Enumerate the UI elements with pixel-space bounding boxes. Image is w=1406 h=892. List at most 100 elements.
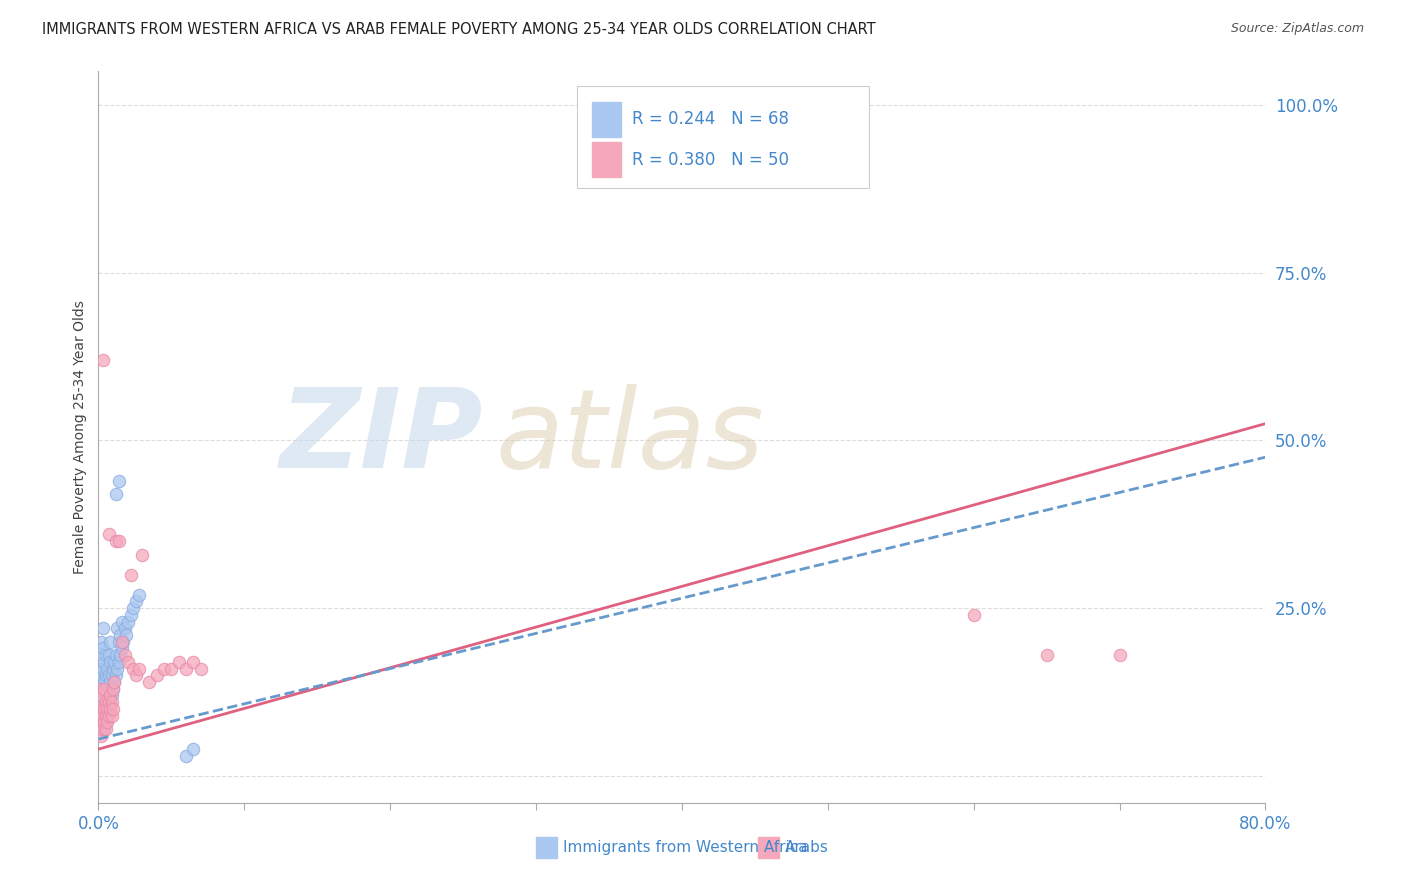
FancyBboxPatch shape: [592, 102, 621, 137]
Point: [115, 628, 138, 642]
Point: [90, 729, 112, 743]
Text: Source: ZipAtlas.com: Source: ZipAtlas.com: [1230, 22, 1364, 36]
Point: [96, 681, 118, 696]
Point: [98, 689, 121, 703]
Point: [103, 675, 125, 690]
Point: [160, 662, 183, 676]
Point: [114, 648, 136, 662]
Point: [962, 607, 984, 622]
Point: [120, 607, 142, 622]
Point: [110, 648, 132, 662]
Point: [167, 655, 190, 669]
Point: [122, 601, 145, 615]
Point: [89, 689, 111, 703]
Point: [96, 695, 118, 709]
Point: [98, 675, 121, 690]
Text: R = 0.244   N = 68: R = 0.244 N = 68: [631, 110, 789, 128]
Point: [111, 641, 134, 656]
Text: Immigrants from Western Africa: Immigrants from Western Africa: [562, 840, 807, 855]
Point: [104, 668, 127, 682]
Text: Arabs: Arabs: [785, 840, 828, 855]
Point: [117, 615, 139, 629]
Point: [93, 702, 115, 716]
FancyBboxPatch shape: [758, 838, 779, 858]
Point: [91, 715, 114, 730]
Point: [96, 708, 118, 723]
Point: [91, 352, 114, 367]
Point: [108, 474, 131, 488]
Point: [94, 668, 117, 682]
Point: [108, 655, 131, 669]
Point: [190, 662, 212, 676]
Point: [90, 722, 112, 736]
Point: [91, 662, 114, 676]
Point: [98, 655, 121, 669]
Point: [103, 655, 125, 669]
Point: [94, 695, 117, 709]
Point: [108, 634, 131, 648]
Point: [89, 681, 111, 696]
Point: [96, 662, 118, 676]
Point: [90, 702, 112, 716]
Point: [128, 662, 150, 676]
Point: [91, 621, 114, 635]
Point: [1108, 648, 1130, 662]
Point: [125, 594, 148, 608]
Point: [131, 548, 153, 562]
Point: [97, 648, 120, 662]
Point: [117, 655, 139, 669]
Point: [97, 527, 120, 541]
Text: ZIP: ZIP: [280, 384, 484, 491]
Point: [104, 487, 127, 501]
Point: [90, 708, 112, 723]
Point: [111, 615, 134, 629]
Point: [128, 588, 150, 602]
FancyBboxPatch shape: [592, 143, 621, 178]
Point: [125, 668, 148, 682]
Point: [91, 722, 114, 736]
Point: [89, 695, 111, 709]
Point: [101, 662, 124, 676]
Point: [90, 648, 112, 662]
Point: [93, 675, 115, 690]
Point: [100, 708, 122, 723]
Point: [105, 621, 128, 635]
Point: [90, 689, 112, 703]
Point: [98, 702, 121, 716]
Point: [181, 655, 204, 669]
Point: [89, 722, 111, 736]
Point: [100, 689, 122, 703]
Point: [98, 634, 121, 648]
Point: [97, 708, 120, 723]
Point: [174, 748, 197, 763]
Text: R = 0.380   N = 50: R = 0.380 N = 50: [631, 151, 789, 169]
Point: [89, 708, 111, 723]
Point: [97, 695, 120, 709]
Point: [101, 681, 124, 696]
Y-axis label: Female Poverty Among 25-34 Year Olds: Female Poverty Among 25-34 Year Olds: [73, 300, 87, 574]
Point: [94, 689, 117, 703]
FancyBboxPatch shape: [536, 838, 557, 858]
Point: [146, 668, 169, 682]
Point: [93, 681, 115, 696]
Point: [97, 702, 120, 716]
Point: [114, 621, 136, 635]
Point: [105, 662, 128, 676]
FancyBboxPatch shape: [576, 86, 869, 188]
Point: [91, 681, 114, 696]
Point: [120, 567, 142, 582]
Point: [94, 715, 117, 730]
Point: [90, 668, 112, 682]
Point: [122, 662, 145, 676]
Point: [112, 634, 135, 648]
Point: [93, 695, 115, 709]
Point: [181, 742, 204, 756]
Point: [100, 668, 122, 682]
Point: [96, 715, 118, 730]
Point: [89, 662, 111, 676]
Point: [90, 695, 112, 709]
Point: [96, 702, 118, 716]
Point: [98, 695, 121, 709]
Point: [94, 708, 117, 723]
Point: [94, 648, 117, 662]
